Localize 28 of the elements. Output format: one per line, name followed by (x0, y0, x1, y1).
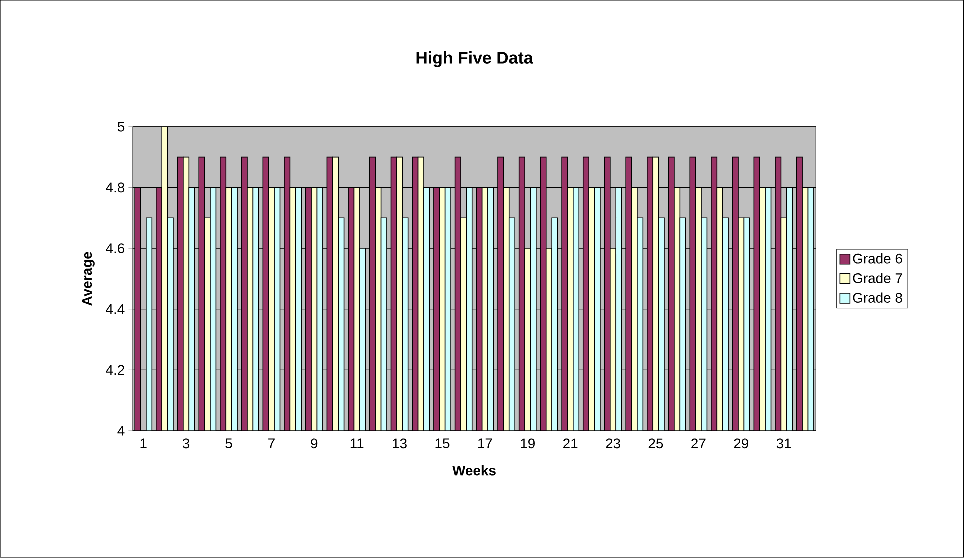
x-tick-label: 23 (606, 438, 620, 449)
x-tick-label: 27 (692, 438, 706, 449)
x-tick-label: 31 (776, 438, 792, 449)
legend-label: Grade 8 (853, 292, 902, 304)
x-tick-label: 15 (436, 438, 450, 449)
x-tick-label: 21 (564, 438, 578, 449)
y-tick-label: 4.4 (106, 304, 125, 314)
x-axis-title: Weeks (452, 466, 496, 476)
legend-label: Grade 7 (853, 273, 902, 284)
y-tick-label: 4.8 (106, 182, 125, 193)
chart-title: High Five Data (416, 52, 534, 68)
x-tick-label: 29 (734, 438, 748, 449)
x-tick-label: 7 (268, 438, 275, 448)
y-tick-label: 4 (118, 426, 125, 436)
y-tick-label: 4.6 (106, 244, 125, 254)
legend-label: Grade 6 (853, 254, 902, 264)
x-tick-label: 1 (140, 438, 147, 448)
x-tick-label: 3 (182, 438, 190, 449)
x-tick-label: 19 (521, 438, 535, 449)
y-tick-label: 5 (118, 122, 125, 132)
x-tick-label: 9 (311, 438, 318, 449)
x-tick-label: 13 (393, 438, 407, 449)
y-axis-title: Average (82, 252, 95, 306)
x-tick-label: 5 (226, 438, 232, 449)
x-tick-label: 17 (478, 438, 492, 448)
x-tick-label: 25 (648, 438, 664, 449)
x-tick-label: 11 (350, 438, 364, 448)
y-tick-label: 4.2 (106, 365, 124, 376)
